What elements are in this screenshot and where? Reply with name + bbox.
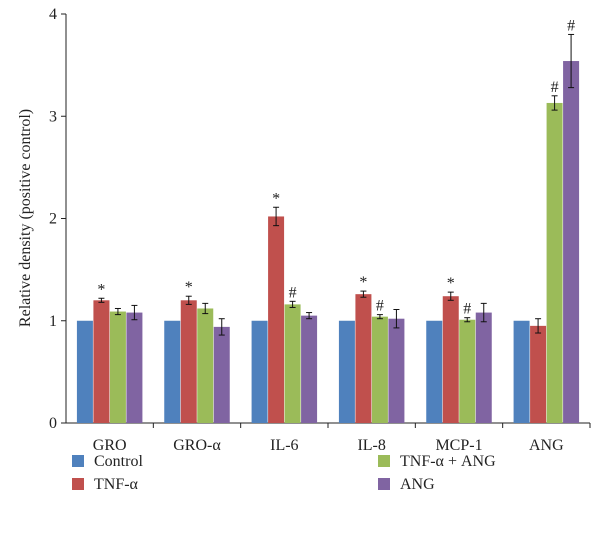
significance-marker: # <box>567 17 575 34</box>
x-tick-label: ANG <box>529 437 564 454</box>
legend-swatch <box>72 478 84 490</box>
significance-marker: * <box>185 279 193 296</box>
legend-label: TNF-α + ANG <box>400 453 496 470</box>
bar-ANG <box>301 315 318 423</box>
bar-TNF-α + ANG <box>197 308 214 423</box>
bar-TNF-α <box>268 216 285 423</box>
legend-label: TNF-α <box>94 476 139 493</box>
bar-Control <box>426 320 443 423</box>
significance-marker: # <box>463 301 471 318</box>
significance-marker: * <box>359 274 367 291</box>
legend: Control TNF-α TNF-α + ANG ANG <box>72 453 496 493</box>
significance-marker: # <box>551 79 559 96</box>
bar-ANG <box>563 61 580 423</box>
significance-marker: # <box>376 298 384 315</box>
bar-ANG <box>388 318 405 423</box>
bar-ANG <box>126 312 143 423</box>
legend-label: ANG <box>400 476 435 493</box>
axes: 0 1 2 3 4 GRO GRO-α IL-6 IL-8 MCP-1 ANG <box>49 6 591 454</box>
bar-Control <box>76 320 93 423</box>
bars: * * * # * # * # # # <box>76 17 580 424</box>
y-tick-label: 1 <box>49 313 57 330</box>
legend-label: Control <box>94 453 143 470</box>
bar-ANG <box>213 326 230 423</box>
x-tick-label: GRO-α <box>173 437 221 454</box>
bar-TNF-α <box>180 300 197 423</box>
bar-TNF-α + ANG <box>546 102 563 424</box>
y-axis-title: Relative density (positive control) <box>17 109 34 327</box>
bar-TNF-α <box>442 296 459 423</box>
significance-marker: * <box>97 281 105 298</box>
bar-TNF-α + ANG <box>371 316 388 423</box>
y-axis-title-group: Relative density (positive control) <box>17 109 34 327</box>
significance-marker: * <box>272 190 280 207</box>
significance-marker: * <box>447 275 455 292</box>
y-tick-label: 0 <box>49 415 57 432</box>
x-tick-label: IL-6 <box>270 437 298 454</box>
x-tick-label: GRO <box>93 437 127 454</box>
bar-TNF-α + ANG <box>284 304 301 423</box>
bar-TNF-α <box>93 300 110 423</box>
bar-ANG <box>475 312 492 423</box>
bar-Control <box>164 320 181 423</box>
bar-TNF-α <box>355 294 372 423</box>
bar-TNF-α <box>530 325 547 423</box>
x-tick-label: IL-8 <box>357 437 385 454</box>
y-tick-label: 4 <box>49 6 57 23</box>
legend-swatch <box>378 455 390 467</box>
bar-TNF-α + ANG <box>459 319 476 423</box>
bar-Control <box>251 320 268 423</box>
bar-TNF-α + ANG <box>109 311 126 423</box>
legend-swatch <box>72 455 84 467</box>
bar-Control <box>513 320 530 423</box>
significance-marker: # <box>289 284 297 301</box>
bar-Control <box>338 320 355 423</box>
y-tick-label: 3 <box>49 108 57 125</box>
x-tick-label: MCP-1 <box>435 437 482 454</box>
y-tick-label: 2 <box>49 211 57 228</box>
legend-swatch <box>378 478 390 490</box>
